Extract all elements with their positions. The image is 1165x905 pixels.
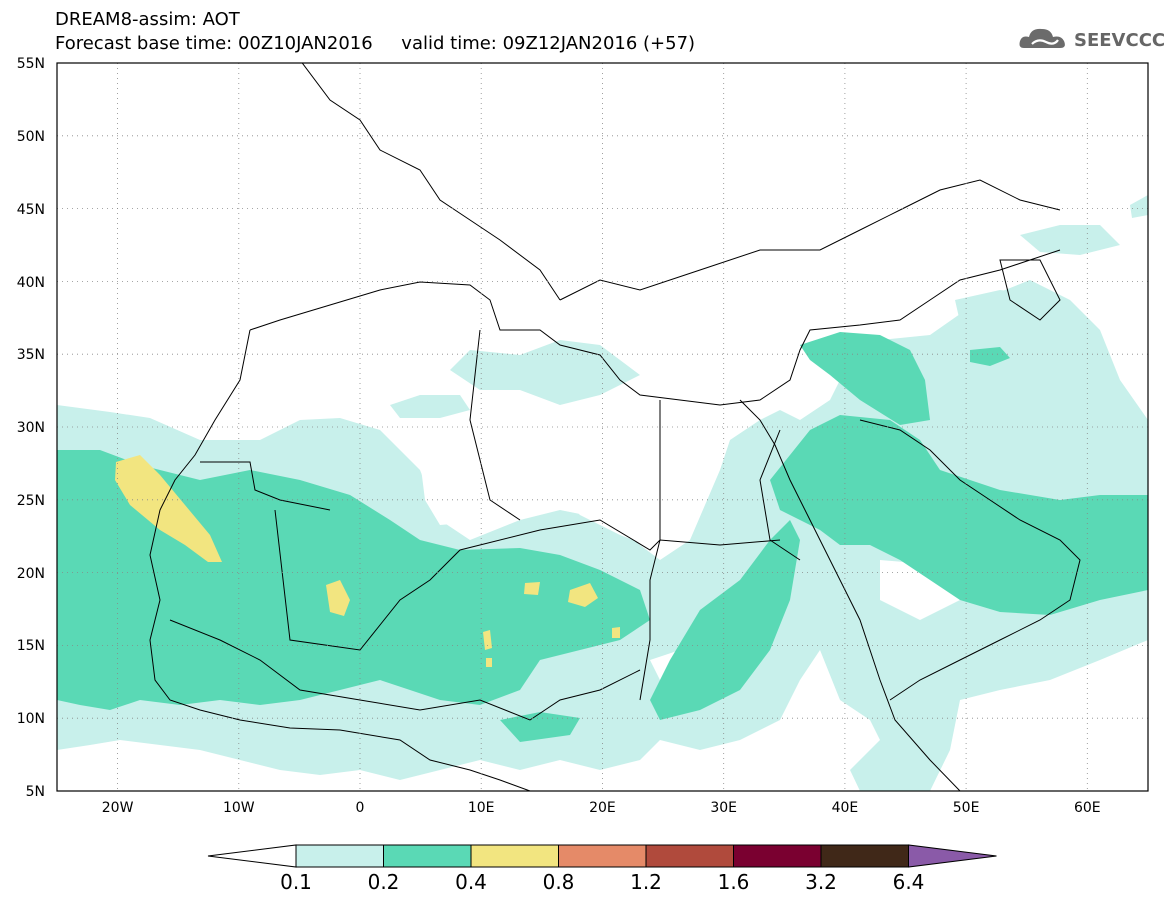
- colorbar-over-arrow: [908, 844, 997, 868]
- lon-label: 0: [356, 800, 365, 816]
- lat-label: 25N: [17, 493, 45, 509]
- colorbar-swatch: [383, 844, 472, 868]
- lat-label: 35N: [17, 347, 45, 363]
- lon-label: 20W: [102, 800, 134, 816]
- logo-text: SEEVCCC: [1074, 30, 1165, 51]
- lon-label: 10E: [468, 800, 495, 816]
- colorbar-label: 1.2: [630, 870, 662, 894]
- cloud-icon: [1019, 28, 1065, 48]
- lat-label: 50N: [17, 129, 45, 145]
- map-title: DREAM8-assim: AOT: [55, 9, 240, 30]
- lon-label: 60E: [1074, 800, 1101, 816]
- lon-label: 50E: [953, 800, 980, 816]
- colorbar-label: 1.6: [717, 870, 750, 894]
- colorbar: [207, 844, 997, 868]
- colorbar-under-arrow: [207, 844, 297, 868]
- colorbar-label: 0.1: [280, 870, 312, 894]
- colorbar-swatch: [820, 844, 909, 868]
- colorbar-label: 3.2: [805, 870, 837, 894]
- colorbar-label: 6.4: [892, 870, 925, 894]
- lat-label: 5N: [26, 784, 45, 800]
- lon-label: 40E: [832, 800, 859, 816]
- lat-label: 45N: [17, 202, 45, 218]
- aot-field: [57, 195, 1148, 791]
- lon-label: 20E: [589, 800, 616, 816]
- map-frame: [56, 62, 1149, 792]
- lon-labels: 20W 10W 0 10E 20E 30E 40E 50E 60E: [102, 800, 1101, 816]
- aot-0.2-shading: [57, 332, 1148, 742]
- coastlines: [149, 63, 1081, 791]
- lat-label: 10N: [17, 711, 45, 727]
- colorbar-swatch: [645, 844, 734, 868]
- lat-label: 40N: [17, 275, 45, 291]
- lat-label: 55N: [17, 56, 45, 72]
- colorbar-swatch: [295, 844, 384, 868]
- forecast-times: Forecast base time: 00Z10JAN2016 valid t…: [55, 33, 696, 54]
- lon-label: 10W: [223, 800, 255, 816]
- lat-label: 20N: [17, 566, 45, 582]
- lat-label: 30N: [17, 420, 45, 436]
- graticule: [57, 63, 1148, 791]
- colorbar-swatch: [558, 844, 647, 868]
- lat-labels: 55N 50N 45N 40N 35N 30N 25N 20N 15N 10N …: [17, 56, 45, 800]
- colorbar-swatch: [733, 844, 822, 868]
- colorbar-swatch: [470, 844, 559, 868]
- lat-label: 15N: [17, 638, 45, 654]
- colorbar-label: 0.2: [367, 870, 400, 894]
- aot-0.4-shading: [115, 455, 620, 667]
- lon-label: 30E: [710, 800, 737, 816]
- seevccc-logo: SEEVCCC: [1018, 22, 1165, 58]
- colorbar-label: 0.8: [542, 870, 575, 894]
- colorbar-label: 0.4: [455, 870, 487, 894]
